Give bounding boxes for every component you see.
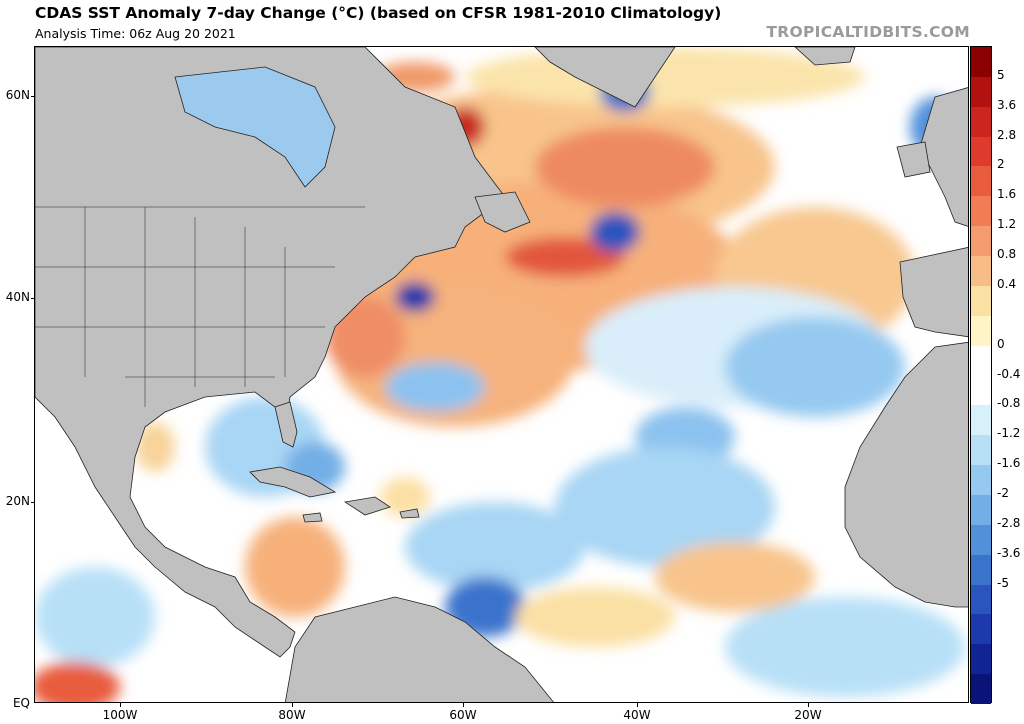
colorbar-tick-label: 0.4 <box>997 276 1017 291</box>
lon-tick <box>292 703 293 707</box>
colorbar-segment <box>971 166 991 197</box>
colorbar-segment <box>971 106 991 138</box>
colorbar-tick-label: -1.6 <box>997 456 1021 471</box>
colorbar-tick-label: 1.6 <box>997 187 1017 202</box>
colorbar-tick-label: 0 <box>997 336 1005 351</box>
colorbar-tick-label: 0.8 <box>997 247 1017 262</box>
lat-tick <box>31 298 35 299</box>
colorbar-segment <box>971 226 991 257</box>
colorbar-tick-label: -5 <box>997 575 1009 590</box>
colorbar-tick-label: -2 <box>997 485 1009 500</box>
colorbar-segment <box>971 405 991 436</box>
lon-label-40w: 40W <box>623 708 651 722</box>
colorbar-segment <box>971 47 991 78</box>
lon-label-80w: 80W <box>278 708 306 722</box>
lon-label-60w: 60W <box>449 708 477 722</box>
colorbar-tick-label: 5 <box>997 67 1005 82</box>
colorbar-segment <box>971 524 991 556</box>
colorbar-segment <box>971 345 991 376</box>
colorbar-tick-label: -0.4 <box>997 366 1021 381</box>
colorbar-tick-label: -0.8 <box>997 396 1021 411</box>
colorbar-segment <box>971 136 991 167</box>
colorbar-segment <box>971 644 991 675</box>
colorbar-segment <box>971 196 991 227</box>
colorbar-tick-label: 2 <box>997 157 1005 172</box>
colorbar-tick-label: 1.2 <box>997 217 1017 232</box>
source-credit: TROPICALTIDBITS.COM <box>766 23 970 41</box>
colorbar <box>970 46 992 705</box>
anomaly-map <box>34 46 969 703</box>
colorbar-segment <box>971 494 991 526</box>
analysis-time: Analysis Time: 06z Aug 20 2021 <box>35 26 236 41</box>
lon-tick <box>808 703 809 707</box>
colorbar-segment <box>971 285 991 317</box>
lat-label-eq: EQ <box>12 696 30 710</box>
lat-label-20n: 20N <box>5 494 30 508</box>
colorbar-segment <box>971 584 991 615</box>
colorbar-segment <box>971 554 991 586</box>
colorbar-tick-label: -1.2 <box>997 426 1021 441</box>
lon-tick <box>637 703 638 707</box>
colorbar-segment <box>971 315 991 347</box>
colorbar-tick-label: 2.8 <box>997 127 1017 142</box>
lat-label-60n: 60N <box>5 88 30 102</box>
colorbar-tick-label: -2.8 <box>997 515 1021 530</box>
colorbar-tick-label: -3.6 <box>997 545 1021 560</box>
map-canvas <box>35 47 968 702</box>
colorbar-tick-label: 3.6 <box>997 97 1017 112</box>
lon-label-100w: 100W <box>102 708 138 722</box>
colorbar-segment <box>971 465 991 496</box>
colorbar-segment <box>971 76 991 108</box>
lon-tick <box>463 703 464 707</box>
colorbar-segment <box>971 674 991 705</box>
colorbar-segment <box>971 256 991 287</box>
lat-tick <box>31 502 35 503</box>
lon-label-20w: 20W <box>794 708 822 722</box>
colorbar-segment <box>971 614 991 645</box>
map-title: CDAS SST Anomaly 7-day Change (°C) (base… <box>35 4 722 22</box>
political-borders <box>35 206 365 407</box>
colorbar-segment <box>971 375 991 406</box>
land-masses <box>35 47 968 702</box>
colorbar-segment <box>971 435 991 466</box>
lon-tick <box>120 703 121 707</box>
lat-tick <box>31 96 35 97</box>
lat-label-40n: 40N <box>5 290 30 304</box>
